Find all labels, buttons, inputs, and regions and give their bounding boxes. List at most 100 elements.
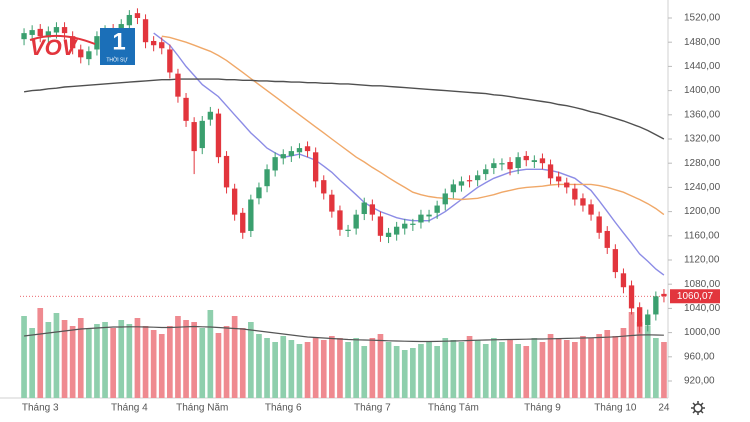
volume-bar <box>45 322 52 398</box>
volume-bar <box>515 344 521 398</box>
volume-bar <box>401 350 408 398</box>
candle-body <box>612 249 619 273</box>
volume-bar <box>426 342 432 398</box>
y-tick-label: 1400,00 <box>684 85 721 96</box>
volume-bar <box>539 342 546 398</box>
volume-bar <box>102 322 108 398</box>
volume-bar <box>77 318 84 398</box>
volume-bar <box>499 342 505 398</box>
volume-bar <box>288 340 295 398</box>
candle-body <box>653 296 659 315</box>
volume-ma-line <box>24 325 664 343</box>
volume-bar <box>272 342 278 398</box>
candle-body <box>620 273 627 288</box>
x-tick-label: Tháng Tám <box>428 403 479 414</box>
volume-bar <box>531 338 538 398</box>
candle-body <box>410 223 416 225</box>
volume-bar <box>547 334 554 398</box>
settings-icon[interactable] <box>691 401 705 415</box>
candle-body <box>564 182 570 188</box>
candle-body <box>458 181 465 186</box>
candle-body <box>450 184 457 193</box>
volume-bar <box>69 326 76 398</box>
y-tick-label: 1040,00 <box>684 303 721 314</box>
moving-average-line <box>23 78 665 140</box>
volume-bar <box>53 313 60 398</box>
candle-body <box>499 163 505 165</box>
volume-bar <box>393 346 400 398</box>
volume-bar <box>207 310 214 398</box>
logo-tagline: THỜI SỰ <box>106 56 128 63</box>
last-price-label: 1060,07 <box>677 291 714 302</box>
candle-body <box>86 51 92 60</box>
volume-bar <box>296 344 303 398</box>
x-tick-label: Tháng 7 <box>354 403 391 414</box>
candle-body <box>361 202 367 215</box>
candle-body <box>304 146 311 152</box>
candle-body <box>94 36 100 50</box>
volume-bar <box>563 340 570 398</box>
volume-bar <box>280 336 287 398</box>
y-tick-label: 1120,00 <box>684 255 720 266</box>
candle-body <box>45 31 52 38</box>
candle-body <box>21 33 27 40</box>
volume-bar <box>110 328 116 398</box>
volume-bar <box>61 320 68 398</box>
volume-bar <box>264 338 270 398</box>
candle-body <box>393 226 400 235</box>
candle-body <box>256 187 262 199</box>
volume-bar <box>523 346 530 398</box>
candle-body <box>248 199 254 231</box>
candle-body <box>555 176 562 182</box>
candle-body <box>580 198 586 206</box>
candle-body <box>288 151 295 156</box>
volume-bar <box>199 328 206 398</box>
candle-body <box>183 97 189 121</box>
volume-bar <box>29 328 35 398</box>
candle-body <box>385 232 392 238</box>
candle-body <box>207 111 214 120</box>
volume-bar <box>126 324 133 398</box>
candle-body <box>167 49 173 73</box>
y-tick-label: 1080,00 <box>684 279 721 290</box>
volume-bar <box>653 338 659 398</box>
candle-body <box>474 175 481 181</box>
candle-body <box>402 223 408 229</box>
y-tick-label: 1480,00 <box>684 37 721 48</box>
volume-bar <box>410 348 416 398</box>
candle-body <box>588 204 594 215</box>
volume-bar <box>466 336 473 398</box>
volume-bar <box>353 338 359 398</box>
candle-body <box>37 28 43 37</box>
candle-body <box>280 154 286 159</box>
candle-body <box>61 27 68 34</box>
volume-bar <box>304 342 311 398</box>
volume-bar <box>450 340 457 398</box>
candle-body <box>191 122 197 152</box>
candle-body <box>434 205 440 213</box>
y-tick-label: 1520,00 <box>684 13 721 24</box>
y-tick-label: 1000,00 <box>684 327 721 338</box>
candle-body <box>337 210 343 230</box>
candle-body <box>491 163 497 169</box>
candle-body <box>515 157 521 169</box>
candle-body <box>53 27 60 33</box>
candle-body <box>231 188 238 215</box>
volume-bar <box>361 346 368 398</box>
y-tick-label: 920,00 <box>684 376 715 387</box>
candle-body <box>353 214 359 229</box>
volume-bar <box>458 342 465 398</box>
volume-bar <box>661 342 667 398</box>
volume-bar <box>337 338 343 398</box>
candle-body <box>150 40 157 46</box>
candle-body <box>604 230 610 248</box>
volume-bar <box>256 334 262 398</box>
candle-body <box>442 193 448 205</box>
moving-average-line <box>161 35 665 216</box>
candle-body <box>531 160 538 162</box>
volume-bar <box>94 324 100 398</box>
volume-bar <box>636 322 643 398</box>
candle-body <box>345 229 351 231</box>
candle-body <box>142 19 149 43</box>
